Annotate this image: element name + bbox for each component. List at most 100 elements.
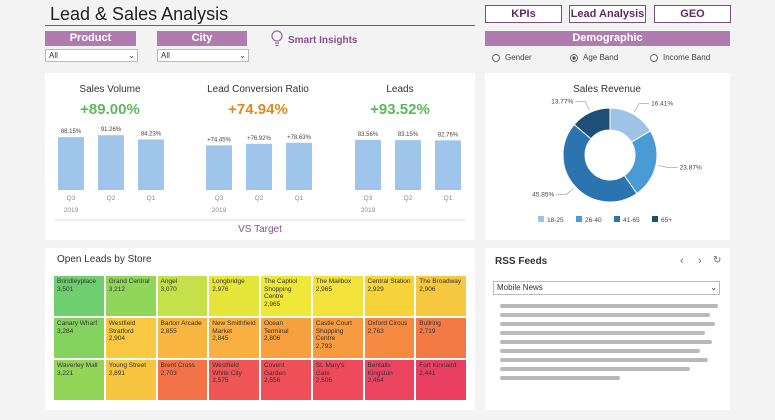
store-name: Covent Garden (264, 362, 286, 377)
store-value: 2,703 (160, 369, 177, 377)
blurred-text (500, 358, 708, 362)
store-cell[interactable]: Westfield Stratford 2,904 (104, 317, 157, 359)
store-value: 2,929 (367, 285, 384, 293)
store-cell[interactable]: Central Station 2,929 (363, 275, 416, 317)
x-tick-label: Q2 (107, 195, 116, 202)
blurred-text (500, 331, 705, 335)
store-value: 2,575 (212, 377, 229, 384)
store-cell[interactable]: Longbridge 2,976 (208, 275, 260, 317)
store-name: Ocean Terminal (264, 320, 289, 335)
store-value: 3,501 (57, 285, 74, 293)
store-cell[interactable]: Brindleyplace 3,501 (53, 275, 105, 317)
rss-next[interactable]: › (698, 255, 702, 267)
kpi-title: Sales Volume (79, 84, 141, 95)
nav-button[interactable]: Lead Analysis (569, 5, 646, 23)
store-cell[interactable]: New Smithfield Market 2,845 (208, 317, 260, 359)
nav-button[interactable]: GEO (654, 5, 731, 23)
rss-prev[interactable]: ‹ (680, 255, 684, 267)
store-name: Westfield White City (212, 362, 242, 377)
blurred-text (500, 340, 712, 344)
store-cell[interactable]: Barton Arcade 2,855 (156, 317, 209, 359)
store-name: The Mailbox (315, 278, 352, 285)
store-cell[interactable]: St. Mary's Gate 2,506 (311, 359, 364, 401)
store-cell[interactable]: Bentalls Kingston 2,464 (363, 359, 416, 401)
store-value: 2,891 (108, 369, 126, 377)
smart-insights[interactable]: Smart Insights (288, 35, 358, 46)
kpi-title: Lead Conversion Ratio (207, 84, 309, 95)
store-name: Brent Cross (160, 362, 195, 369)
rss-panel (485, 248, 730, 410)
bar-value-label: 91.26% (101, 127, 122, 133)
year-label: 2019 (212, 207, 227, 214)
leader-line (575, 101, 590, 111)
store-value: 3,284 (57, 327, 74, 335)
store-cell[interactable]: Castle Court Shopping Centre 2,793 (311, 317, 364, 359)
store-cell[interactable]: Fort Kinnaird 2,441 (415, 359, 467, 401)
store-value: 2,556 (264, 377, 281, 384)
kpi-bar (355, 139, 381, 190)
legend-label: 41-65 (623, 217, 640, 224)
store-cell[interactable]: Young Street 2,891 (104, 359, 157, 401)
store-value: 2,464 (367, 377, 384, 384)
kpi-bar (206, 145, 232, 190)
bar-value-label: 82.76% (438, 132, 459, 138)
store-name: Young Street (108, 362, 147, 369)
filter-dropdown[interactable]: All ⌄ (157, 49, 249, 62)
dropdown-value: All (161, 51, 170, 60)
bar-value-label: 88.15% (61, 129, 82, 135)
store-name: New Smithfield Market (212, 320, 256, 335)
kpi-bar (58, 137, 84, 190)
legend-label: 26-40 (585, 217, 602, 224)
radio-option[interactable]: Income Band (650, 53, 710, 62)
store-cell[interactable]: The Captiol Shopping Centre 2,965 (260, 275, 312, 317)
store-cell[interactable]: The Mailbox 2,965 (311, 275, 364, 317)
store-value: 2,965 (315, 285, 333, 293)
store-value: 2,719 (419, 327, 436, 335)
radio-option[interactable]: Age Band (570, 53, 618, 62)
store-cell[interactable]: Angel 3,070 (156, 275, 209, 317)
radio-option[interactable]: Gender (492, 53, 532, 62)
nav-button[interactable]: KPIs (485, 5, 562, 23)
kpi-bar (98, 135, 124, 190)
store-value: 3,212 (108, 285, 126, 293)
store-value: 2,763 (367, 327, 384, 335)
store-cell[interactable]: Waverley Mall 3,221 (53, 359, 105, 401)
title-rule (45, 25, 475, 26)
store-value: 2,965 (264, 300, 281, 308)
store-cell[interactable]: Oxford Circus 2,763 (363, 317, 416, 359)
store-value: 2,845 (212, 335, 229, 342)
store-name: Oxford Circus (367, 320, 408, 327)
store-cell[interactable]: The Broadway 2,906 (415, 275, 467, 317)
kpi-bar (435, 140, 461, 190)
store-value: 2,855 (160, 327, 177, 335)
store-cell[interactable]: Westfield White City 2,575 (208, 359, 260, 401)
filter-dropdown[interactable]: All ⌄ (45, 49, 138, 62)
store-name: Bentalls Kingston (367, 362, 393, 377)
radio-dot (570, 53, 578, 62)
legend-swatch (576, 216, 582, 222)
dropdown-value: All (49, 51, 58, 60)
store-cell[interactable]: Bullring 2,719 (415, 317, 467, 359)
store-cell[interactable]: Ocean Terminal 2,806 (260, 317, 312, 359)
revenue-panel (485, 73, 730, 240)
rss-refresh[interactable]: ↻ (713, 255, 722, 266)
year-label: 2019 (64, 207, 79, 214)
kpi-headline: +74.94% (228, 101, 288, 118)
store-cell[interactable]: Canary Wharf 3,284 (53, 317, 105, 359)
legend-swatch (614, 216, 620, 222)
donut-slice (562, 123, 638, 203)
store-name: Central Station (367, 278, 411, 285)
store-cell[interactable]: Brent Cross 2,703 (156, 359, 209, 401)
store-cell[interactable]: Grand Central 3,212 (104, 275, 157, 317)
filter-header: City (157, 31, 247, 46)
rss-dropdown[interactable]: Mobile News ⌄ (493, 281, 720, 295)
store-cell[interactable]: Covent Garden 2,556 (260, 359, 312, 401)
caret: ⌄ (239, 51, 246, 60)
kpi-footer: VS Target (238, 224, 282, 235)
x-tick-label: Q1 (147, 195, 156, 202)
x-tick-label: Q2 (255, 195, 264, 202)
kpi-title: Leads (386, 84, 413, 95)
store-name: Waverley Mall (57, 362, 98, 369)
blurred-text (500, 304, 718, 308)
store-value: 3,070 (160, 285, 177, 293)
